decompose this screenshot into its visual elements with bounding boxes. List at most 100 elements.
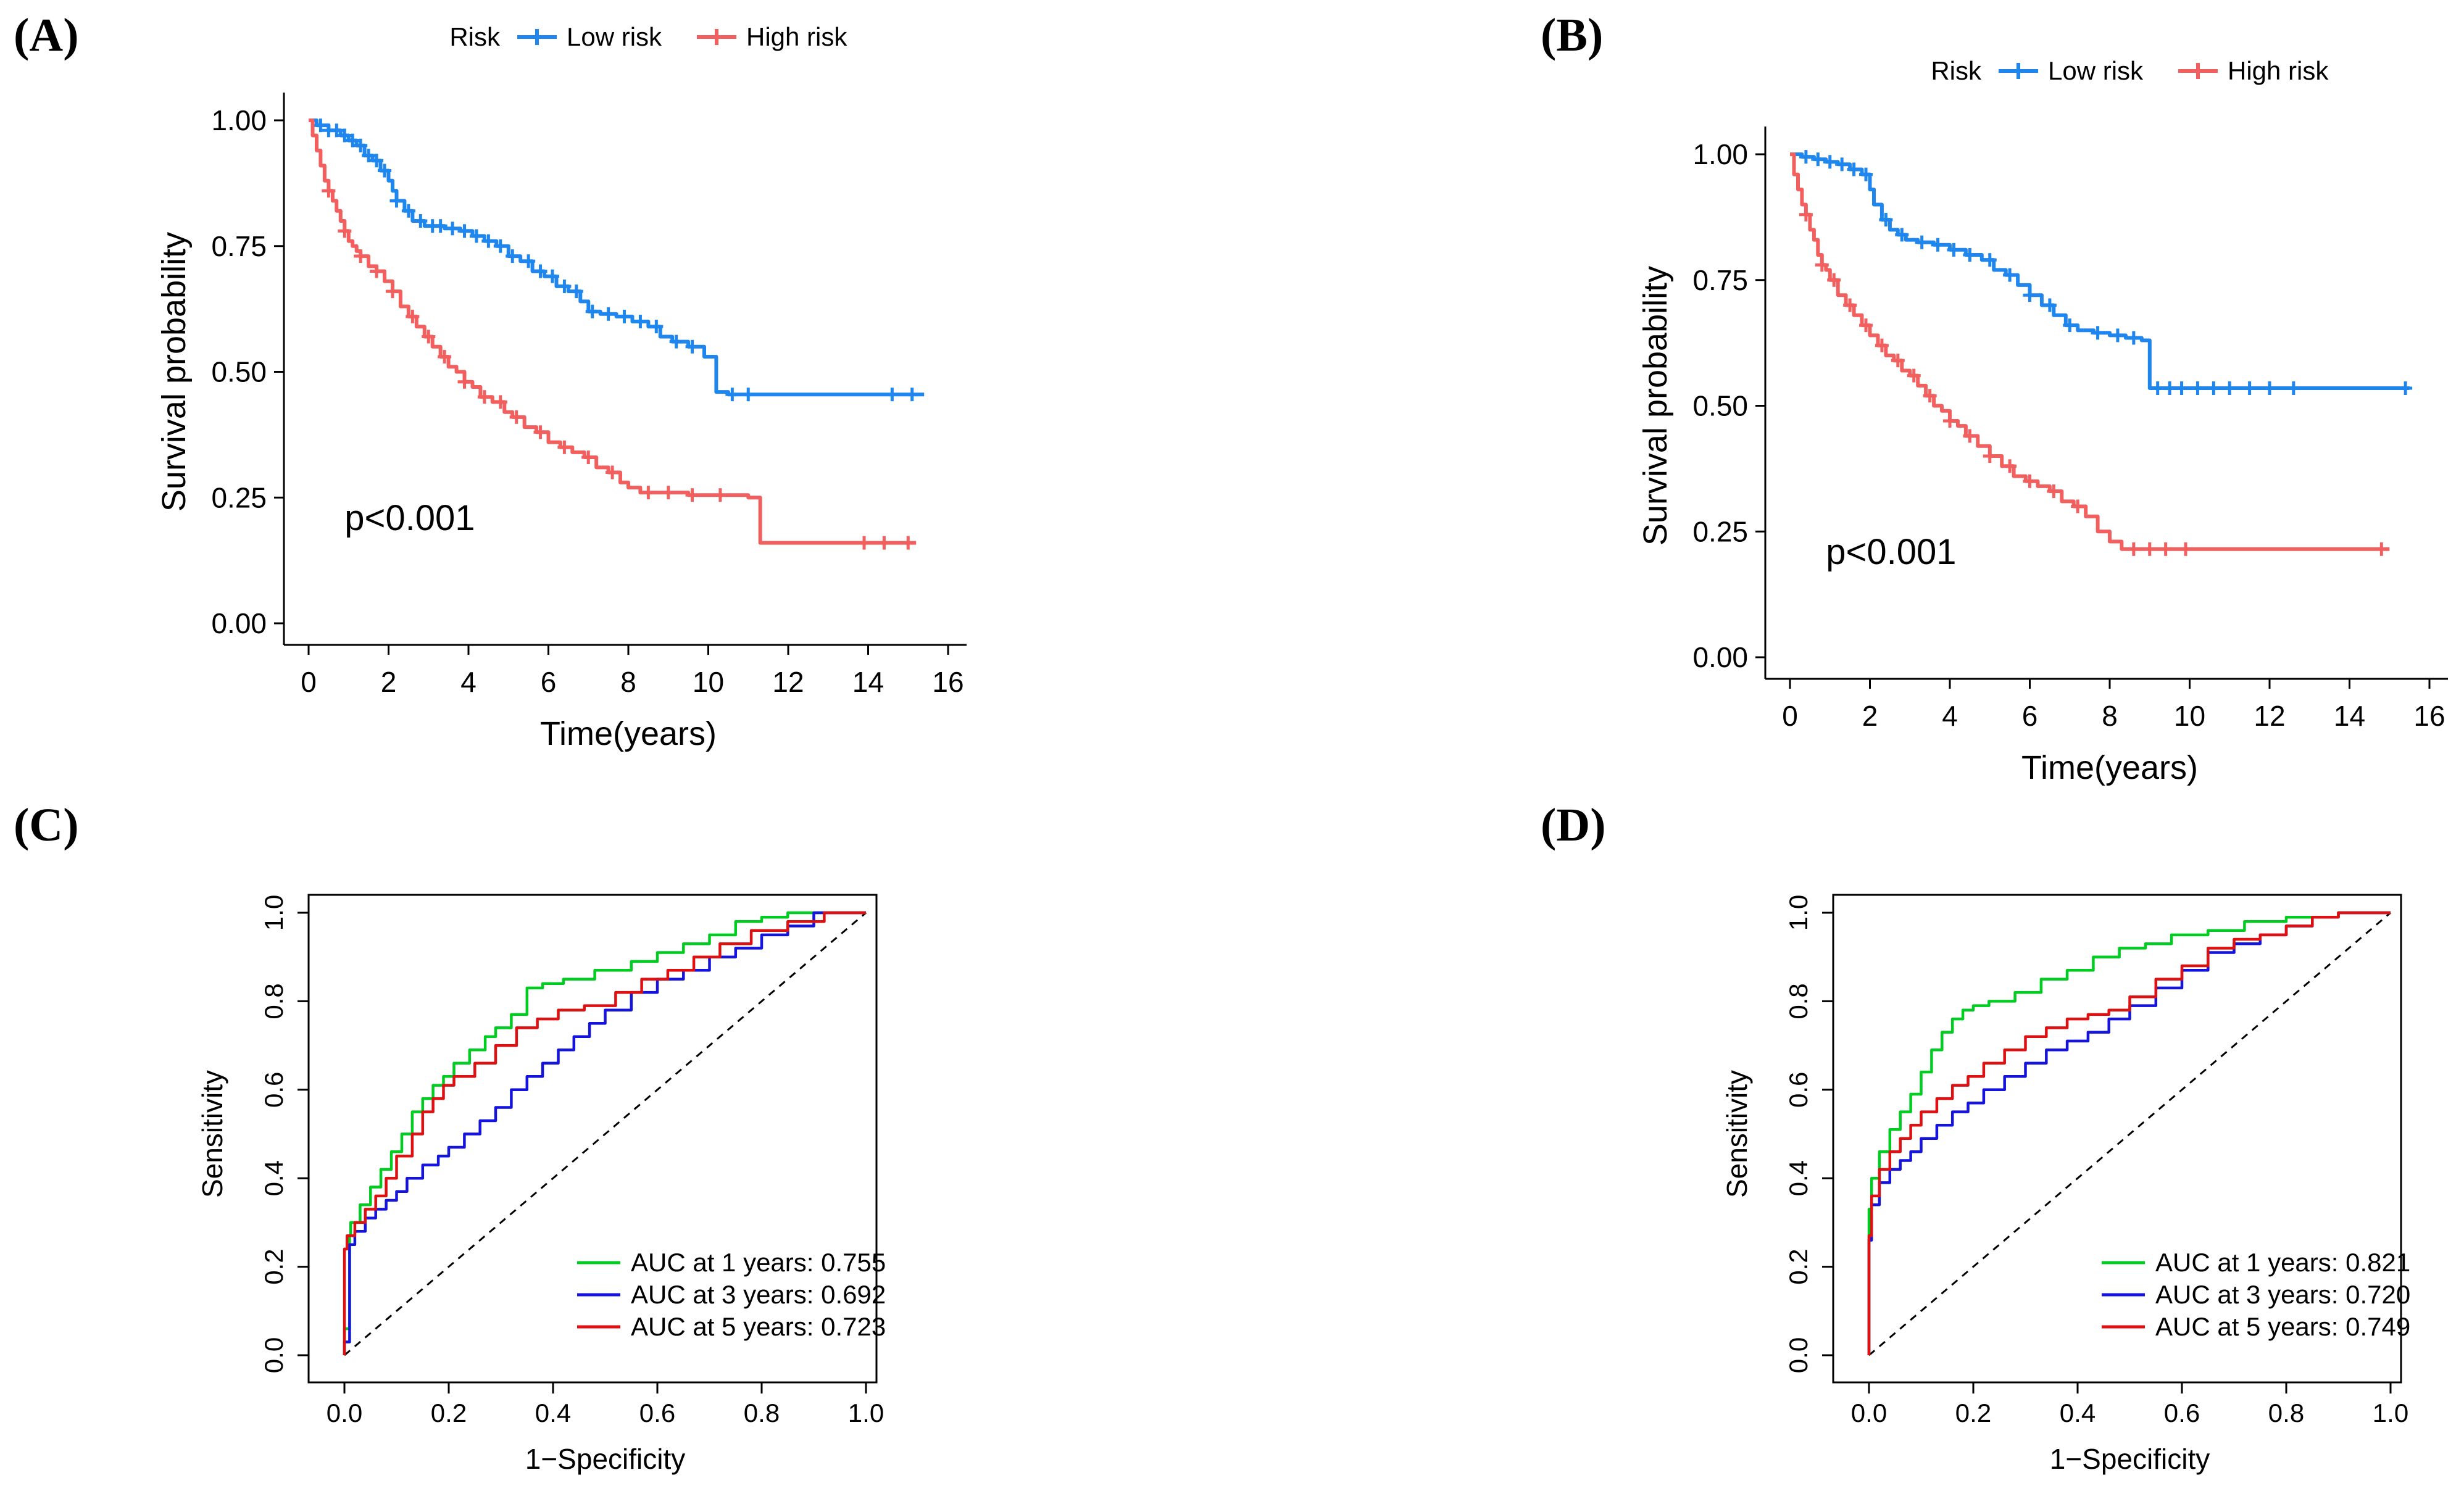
x-tick-label: 6 [541,666,557,698]
x-tick-label: 8 [2102,700,2118,732]
legend-label-auc-at-1-years-0-821: AUC at 1 years: 0.821 [2155,1248,2410,1277]
x-tick-label: 0.0 [1851,1398,1887,1427]
x-tick-label: 0.2 [431,1398,467,1427]
y-tick-label: 1.0 [1784,895,1813,931]
x-tick-label: 8 [620,666,636,698]
panel-label-a: (A) [14,9,79,61]
x-tick-label: 0 [1782,700,1798,732]
x-tick-label: 2 [1862,700,1878,732]
legend-label-auc-at-3-years-0-720: AUC at 3 years: 0.720 [2155,1280,2410,1309]
diagonal-reference-line [344,912,867,1356]
plot-border [1832,894,2402,1384]
roc-curve-auc-at-1-years-0-821 [1867,911,2391,1355]
y-tick-label: 1.0 [259,895,288,931]
y-tick-label: 0.25 [1692,515,1748,547]
legend-label-auc-at-5-years-0-749: AUC at 5 years: 0.749 [2155,1312,2410,1341]
y-tick-label: 0.4 [259,1160,288,1196]
roc-curve-auc-at-1-years-0-755 [343,911,866,1355]
y-tick-label: 0.6 [1784,1072,1813,1108]
panel-label-c: (C) [14,799,79,851]
plot-border [307,894,878,1384]
x-tick-label: 0.4 [2060,1398,2096,1427]
x-tick-label: 0.0 [327,1398,362,1427]
x-axis-title: Time(years) [540,715,717,752]
x-tick-label: 6 [2022,700,2038,732]
legend-label-low-risk: Low risk [2048,56,2144,85]
km-curve-low-risk [309,118,925,397]
y-tick-label: 0.6 [259,1072,288,1108]
km-plot-a: 0 2 4 6 8 10 12 14 16 0.00 0.25 0.50 0.75 1.00 Time(ye… [156,22,967,752]
km-chart-km_a: 0 2 4 6 8 10 12 14 16 0.00 0.25 0.50 0.75 1.00 Time(ye… [156,22,967,752]
x-axis-title: 1−Specificity [525,1443,686,1475]
x-tick-label: 14 [2334,700,2365,732]
legend-label-auc-at-1-years-0-755: AUC at 1 years: 0.755 [631,1248,886,1277]
panel-label-b: (B) [1541,9,1604,61]
x-tick-label: 0.4 [535,1398,571,1427]
km-curve-high-risk [309,118,917,545]
x-tick-label: 1.0 [2373,1398,2408,1427]
roc-curve-auc-at-5-years-0-723 [343,911,866,1355]
x-tick-label: 14 [852,666,884,698]
roc-curve-auc-at-3-years-0-692 [343,911,866,1355]
x-tick-label: 16 [2413,700,2445,732]
y-axis-title: Sensitivity [1721,1070,1753,1198]
x-tick-label: 2 [381,666,397,698]
legend-title: Risk [1931,56,1982,85]
roc-curve-auc-at-3-years-0-720 [1867,911,2391,1355]
y-tick-label: 0.8 [1784,983,1813,1019]
y-axis-title: Survival probability [156,232,193,512]
y-tick-label: 0.50 [1692,390,1748,422]
x-tick-label: 0.6 [639,1398,675,1427]
x-tick-label: 0 [301,666,317,698]
roc-chart-roc_d: 0.0 0.2 0.4 0.6 0.8 1.0 0.0 0.2 0.4 0.6 0.8 1.0 1−Sp… [1721,894,2410,1475]
y-tick-label: 0.0 [1784,1337,1813,1373]
panel-label-d: (D) [1541,799,1606,851]
x-tick-label: 1.0 [848,1398,884,1427]
x-tick-label: 4 [1942,700,1958,732]
x-tick-label: 0.2 [1955,1398,1991,1427]
y-tick-label: 0.4 [1784,1160,1813,1196]
legend-label-low-risk: Low risk [567,22,662,51]
x-tick-label: 0.8 [744,1398,780,1427]
x-tick-label: 10 [693,666,724,698]
legend-label-auc-at-5-years-0-723: AUC at 5 years: 0.723 [631,1312,886,1341]
x-tick-label: 12 [2254,700,2285,732]
x-tick-label: 4 [460,666,477,698]
legend-title: Risk [449,22,501,51]
y-tick-label: 0.75 [211,230,267,262]
y-tick-label: 1.00 [211,104,267,136]
km-curve-high-risk [1790,152,2390,551]
x-tick-label: 0.6 [2164,1398,2200,1427]
x-tick-label: 12 [772,666,804,698]
y-tick-label: 0.00 [1692,641,1748,673]
x-tick-label: 16 [932,666,964,698]
roc-curve-auc-at-5-years-0-749 [1867,911,2391,1355]
roc-plot-d: 0.0 0.2 0.4 0.6 0.8 1.0 0.0 0.2 0.4 0.6 0.8 1.0 1−Sp… [1721,894,2410,1475]
legend-label-auc-at-3-years-0-692: AUC at 3 years: 0.692 [631,1280,886,1309]
y-tick-label: 0.2 [259,1248,288,1284]
y-axis-title: Sensitivity [196,1070,228,1198]
y-tick-label: 0.2 [1784,1248,1813,1284]
x-tick-label: 0.8 [2268,1398,2304,1427]
y-tick-label: 0.8 [259,983,288,1019]
km-plot-b: 0 2 4 6 8 10 12 14 16 0.00 0.25 0.50 0.75 1.00 Time(ye… [1637,56,2448,786]
roc-plot-c: 0.0 0.2 0.4 0.6 0.8 1.0 0.0 0.2 0.4 0.6 0.8 1.0 1−Sp… [196,894,886,1475]
y-tick-label: 1.00 [1692,138,1748,170]
y-tick-label: 0.50 [211,356,267,388]
y-tick-label: 0.0 [259,1337,288,1373]
km-chart-km_b: 0 2 4 6 8 10 12 14 16 0.00 0.25 0.50 0.75 1.00 Time(ye… [1637,56,2448,786]
diagonal-reference-line [1868,912,2391,1356]
roc-chart-roc_c: 0.0 0.2 0.4 0.6 0.8 1.0 0.0 0.2 0.4 0.6 0.8 1.0 1−Sp… [196,894,886,1475]
y-tick-label: 0.00 [211,607,267,639]
x-axis-title: 1−Specificity [2050,1443,2210,1475]
y-tick-label: 0.75 [1692,264,1748,296]
pvalue-annotation: p<0.001 [344,498,475,538]
y-axis-title: Survival probability [1637,266,1674,546]
y-tick-label: 0.25 [211,481,267,513]
km-curve-low-risk [1790,152,2410,390]
legend-label-high-risk: High risk [2228,56,2329,85]
legend-label-high-risk: High risk [746,22,847,51]
x-tick-label: 10 [2174,700,2205,732]
x-axis-title: Time(years) [2021,749,2198,786]
